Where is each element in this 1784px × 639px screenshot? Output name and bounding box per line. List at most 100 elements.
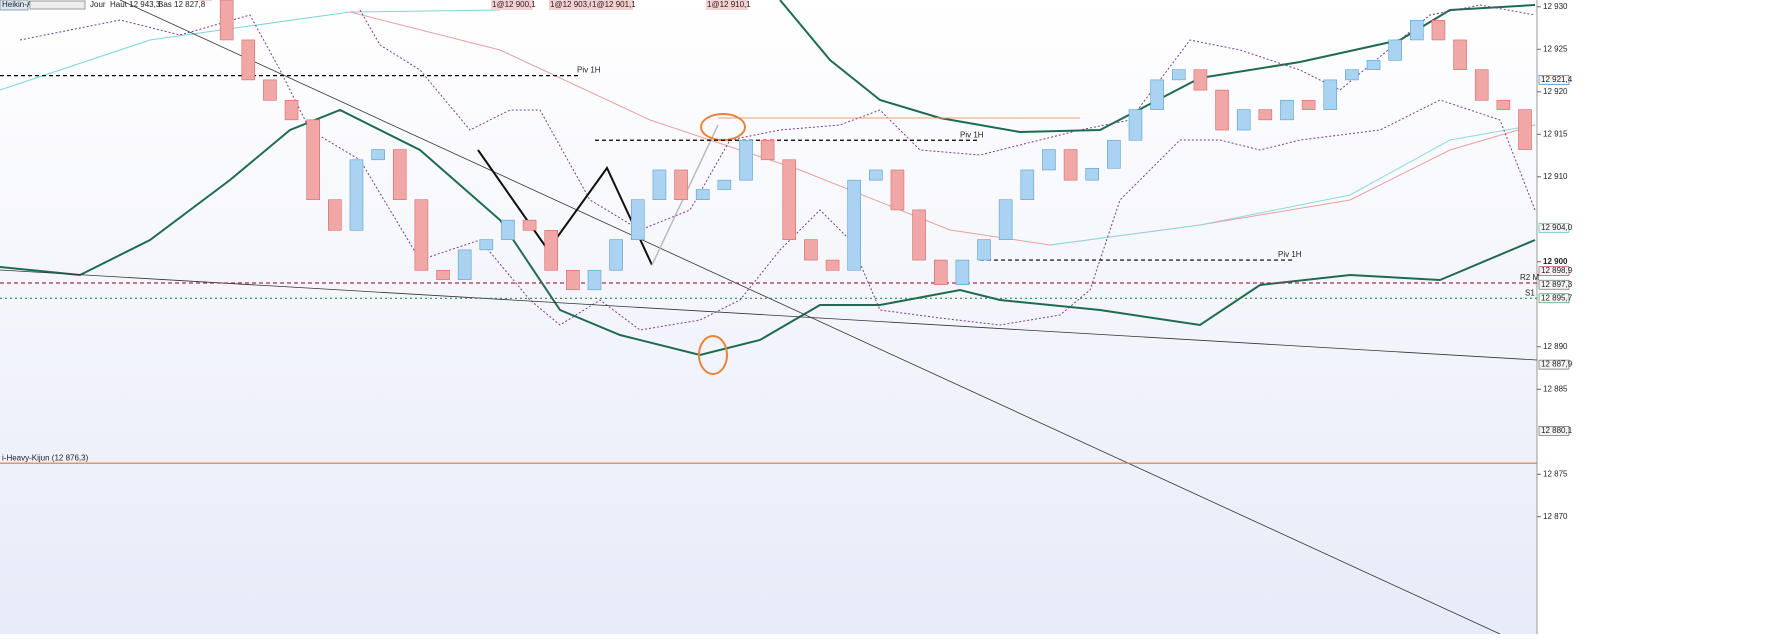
y-tick-label: 12 870 xyxy=(1543,512,1568,521)
plot-background xyxy=(0,0,1537,634)
price-tag-label: 12 921,4 xyxy=(1541,75,1573,84)
candle-body xyxy=(328,199,342,231)
trend-line xyxy=(119,0,1501,635)
candle-body xyxy=(241,39,256,81)
order-tag xyxy=(706,0,748,10)
candle-body xyxy=(1366,60,1381,70)
candle-body xyxy=(1085,167,1100,181)
price-tag-label: 12 895,7 xyxy=(1541,293,1573,302)
cyan-ma xyxy=(1049,124,1536,246)
candle-body xyxy=(1193,69,1208,91)
period: Jour xyxy=(90,0,106,9)
candle-body xyxy=(1215,89,1229,131)
candle-body xyxy=(501,219,515,240)
order-tag xyxy=(491,0,533,10)
price-tag xyxy=(1538,359,1570,370)
level-label: Piv 1H xyxy=(1278,250,1302,259)
order-label: 1@12 910,1 xyxy=(707,0,751,9)
candle-body xyxy=(566,269,580,291)
toolbar-box[interactable] xyxy=(0,0,29,11)
level-label: Piv 1H xyxy=(577,66,601,75)
y-tick-label: 12 890 xyxy=(1543,342,1568,351)
candle-body xyxy=(804,239,818,261)
price-tag-label: 12 898,9 xyxy=(1541,266,1573,275)
order-label: 1@12 901,1 xyxy=(592,0,636,9)
candle-body xyxy=(739,139,753,181)
candle-body xyxy=(1431,20,1446,41)
candle-body xyxy=(284,99,299,121)
price-tag xyxy=(1538,75,1570,85)
y-tick-label: 12 915 xyxy=(1543,129,1568,138)
highlight-circle xyxy=(698,335,728,375)
y-tick-label: 12 910 xyxy=(1543,172,1568,181)
price-tag-label: 12 904,0 xyxy=(1541,223,1573,232)
candle-body xyxy=(695,189,710,201)
order-label: 1@12 903,6 xyxy=(550,0,594,9)
candle-body xyxy=(912,209,926,261)
candle-body xyxy=(652,169,667,201)
candle-body xyxy=(869,169,883,181)
candle-body xyxy=(933,259,948,286)
candle-body xyxy=(1020,169,1035,201)
price-tag xyxy=(1538,222,1570,233)
candle-body xyxy=(436,269,450,280)
candle-body xyxy=(392,149,407,201)
candle-body xyxy=(977,239,991,261)
candle-body xyxy=(825,259,840,271)
pattern-line xyxy=(477,149,653,266)
candle-body xyxy=(1107,139,1121,169)
level-label: R2 M xyxy=(1520,273,1539,282)
candle-body xyxy=(479,239,494,251)
candle-body xyxy=(306,119,320,201)
candle-body xyxy=(1410,20,1424,41)
candle-body xyxy=(522,219,537,231)
candle-body xyxy=(1518,109,1532,150)
high: Haut 12 943,3 xyxy=(110,0,161,9)
price-tag xyxy=(1538,279,1570,290)
order-tag xyxy=(591,0,633,10)
toolbar-icons[interactable] xyxy=(29,0,86,10)
candle-body xyxy=(263,79,277,101)
price-tag xyxy=(1538,426,1570,436)
candle-body xyxy=(1171,69,1186,81)
candle-body xyxy=(371,149,385,161)
price-tag-label: 12 897,3 xyxy=(1541,280,1573,289)
y-tick-label: 12 930 xyxy=(1543,2,1568,11)
candle-body xyxy=(1280,99,1294,121)
candle-body xyxy=(847,179,861,271)
candle-body xyxy=(890,169,905,211)
candle-body xyxy=(1474,69,1489,101)
price-axis xyxy=(1537,0,1784,634)
candle-body xyxy=(630,199,645,240)
candle-body xyxy=(1150,79,1164,110)
candle-body xyxy=(1258,109,1273,121)
chart-type[interactable]: Heikin-Ashi xyxy=(2,0,43,9)
candle-body xyxy=(1323,79,1338,110)
candle-body xyxy=(349,159,364,231)
candle-body xyxy=(414,199,429,271)
candle-body xyxy=(782,159,797,240)
candle-body xyxy=(717,179,732,190)
candle-body xyxy=(457,249,472,280)
candle-body xyxy=(219,0,234,41)
y-tick-label: 12 875 xyxy=(1543,469,1568,478)
candle-body xyxy=(1345,69,1359,81)
candle-body xyxy=(955,259,970,286)
candle-body xyxy=(1388,39,1402,61)
candle-body xyxy=(609,239,623,271)
order-tag xyxy=(549,0,591,10)
y-tick-label: 12 900 xyxy=(1543,257,1568,266)
level-label: Piv 1H xyxy=(960,130,984,139)
candle-body xyxy=(1063,149,1078,181)
candle-body xyxy=(587,269,602,291)
candle-body xyxy=(1453,39,1467,70)
candle-body xyxy=(1128,109,1143,141)
cyan-line xyxy=(0,9,501,91)
low: Bas 12 827,8 xyxy=(158,0,206,9)
trend-line xyxy=(0,269,1538,361)
candle-body xyxy=(544,230,559,271)
price-tag xyxy=(1538,266,1570,276)
candle-body xyxy=(998,199,1013,240)
